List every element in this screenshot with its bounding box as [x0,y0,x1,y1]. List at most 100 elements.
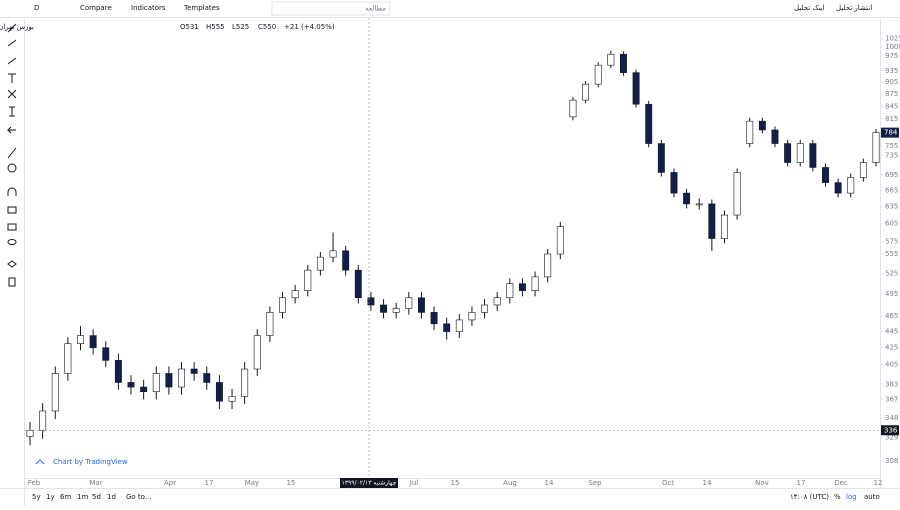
candle-body [670,172,678,194]
auto-toggle[interactable]: auto [864,493,880,501]
candle-body [544,253,552,278]
candle-body [102,347,110,361]
candle-body [291,290,299,299]
range-button[interactable]: 1m [77,493,88,501]
crosshair-date-label: چهارشنبه ۱۳۹۹/۰۲/۱۳ [342,480,397,487]
candle-body [746,120,754,144]
range-buttons: 5y 1y 6m 1m 5d 1d Go to... [32,493,152,501]
share-button[interactable]: اینک تحلیل [794,4,825,12]
drawing-tools[interactable] [6,23,17,287]
candle-body [582,83,590,101]
log-toggle[interactable]: log [846,493,857,501]
y-tick-label: 735 [885,151,898,159]
y-tick-label: 575 [885,238,898,246]
candle-body [620,53,627,73]
x-tick-label: 15 [451,479,460,487]
candle-body [708,203,716,239]
y-tick-label: 935 [885,67,898,75]
tv-logo [35,459,45,465]
y-tick-label: 1000 [885,43,900,51]
candle-body [329,250,337,258]
compare-button[interactable]: Compare [80,4,112,12]
range-button[interactable]: 5y [32,493,41,501]
x-tick-label: Feb [28,479,41,487]
publish-button[interactable]: انتشار تحلیل [836,4,872,12]
candle-body [342,250,350,271]
candle-body [89,335,97,349]
templates-button[interactable]: Templates [183,4,220,12]
last-price-box [881,127,899,138]
candle-body [847,177,855,194]
last-price-label: 784 [884,129,898,137]
crosshair-price-label: 336 [884,426,898,434]
candle-body [39,410,47,431]
y-tick-label: 815 [885,115,898,123]
candle-body [253,335,261,370]
percent-toggle[interactable]: % [834,493,841,501]
candle-body [140,386,148,393]
x-tick-label: Apr [164,479,176,487]
y-tick-label: 367 [885,395,898,403]
candle-body [165,373,173,388]
candle-body [657,143,665,173]
candle-body [683,192,691,205]
candle-body [481,304,489,313]
watermark[interactable]: Chart by TradingView [53,458,128,466]
x-tick-label: Nov [755,479,769,487]
y-tick-label: 875 [885,90,898,98]
candle-body [859,162,867,178]
ohlc-value: H555 [206,23,225,31]
candle-body [531,276,539,291]
candle-body [594,64,602,85]
top-bar [0,0,900,17]
candle-body [506,283,514,299]
range-button[interactable]: 5d [92,493,101,501]
y-tick-label: 405 [885,361,898,369]
y-tick-label: 635 [885,203,898,211]
candle-body [190,368,198,374]
y-tick-label: 845 [885,102,898,110]
x-tick-label: Oct [662,479,674,487]
candle-body [822,167,829,183]
x-tick-label: 17 [797,479,806,487]
search-box[interactable] [271,1,391,16]
candle-body [77,335,84,344]
y-tick-label: 555 [885,250,898,258]
left-toolbar [0,18,24,506]
x-tick-label: 14 [545,479,554,487]
candle-body [114,360,122,383]
y-tick-label: 445 [885,328,898,336]
y-tick-label: 665 [885,186,898,194]
range-button[interactable]: 1y [46,493,55,501]
candle-body [51,373,59,412]
x-tick-label: Mar [89,479,102,487]
candle-body [64,343,72,374]
clock: ۱۴:۰۸ (UTC) [790,493,829,501]
candle-body [203,373,211,383]
range-button[interactable]: 6m [60,493,71,501]
x-tick-label: 17 [205,479,214,487]
candle-body [771,129,779,144]
x-tick-label: 14 [703,479,712,487]
range-button[interactable]: Go to... [126,493,152,501]
interval-button[interactable]: D [34,4,39,12]
y-tick-label: 525 [885,270,898,278]
x-tick-label: Jul [409,479,419,487]
candle-body [468,312,476,321]
candle-body [266,312,274,336]
ohlc-legend: O531 H555 L525 C550 +21 (+4.05%) [180,23,335,31]
candle-body [405,297,413,309]
indicators-button[interactable]: Indicators [131,4,166,12]
y-tick-label: 329 [885,434,898,442]
x-tick-label: 12 [874,479,883,487]
range-button[interactable]: 1d [107,493,116,501]
candle-body [758,120,766,131]
y-tick-label: 465 [885,312,898,320]
y-tick-label: 425 [885,344,898,352]
crosshair-date-box [340,478,398,488]
candle-body [417,297,425,313]
candle-body [721,214,728,239]
y-tick-label: 308 [885,457,898,465]
symbol-legend: بورس تهران ,D ,نوسازی و ساختمان تهران [0,23,34,31]
